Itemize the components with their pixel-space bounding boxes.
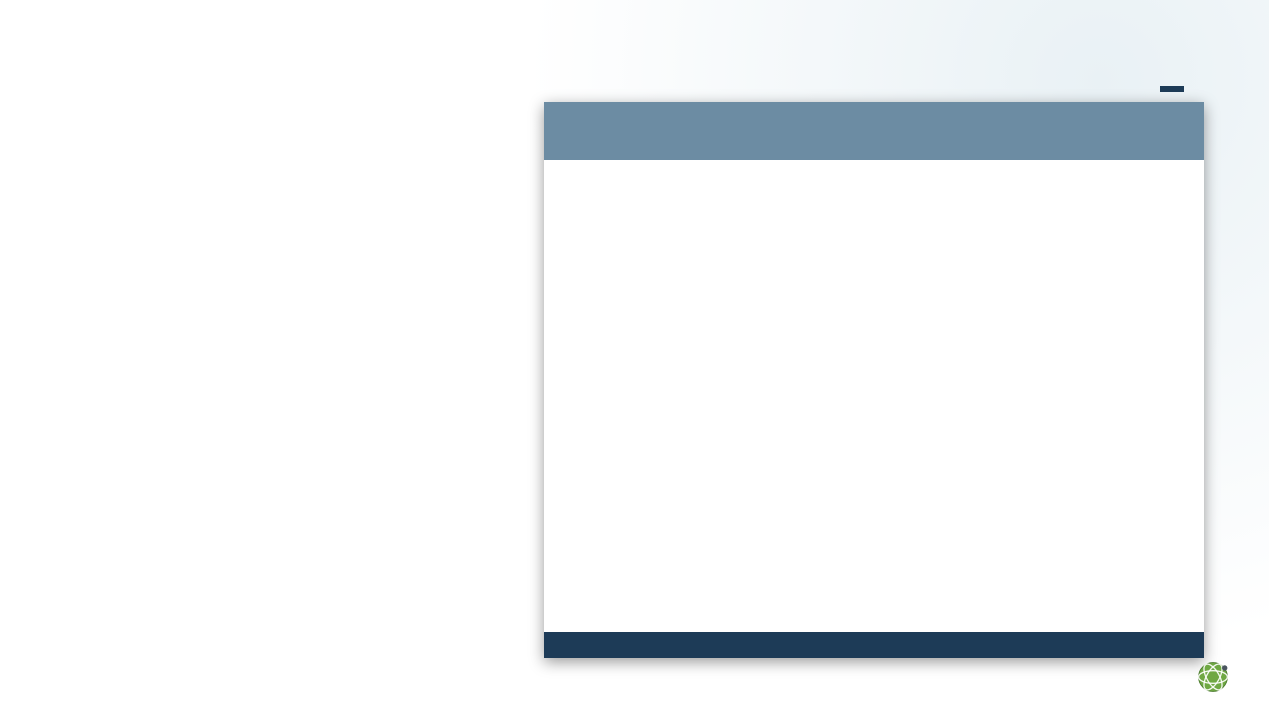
km-chart [601,184,1161,584]
chart-container [590,176,1172,616]
slide [0,0,1269,713]
panel-heading [544,102,1204,126]
logo-globe-icon [1195,659,1231,695]
left-column [78,140,508,166]
panel-tab [1160,86,1184,92]
viewray-logo [1195,659,1239,695]
panel-footer [544,632,1204,658]
panel-header [544,102,1204,160]
chart-panel [544,102,1204,658]
